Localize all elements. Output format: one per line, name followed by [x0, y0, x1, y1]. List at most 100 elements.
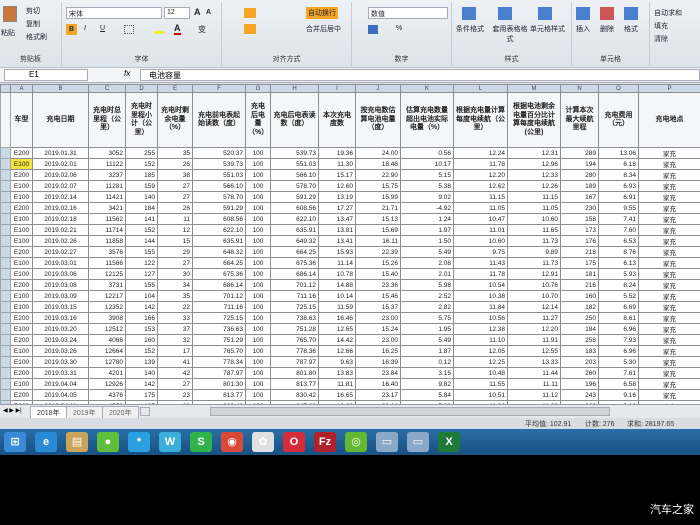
- chrome-icon[interactable]: ◉: [221, 432, 243, 452]
- table-cell[interactable]: 11.15: [507, 191, 561, 203]
- table-cell[interactable]: 100: [245, 323, 271, 335]
- table-cell[interactable]: 12.65: [318, 323, 356, 335]
- header-cell[interactable]: 根据电池剩余电量百分比计算每度电续航(公里): [507, 92, 561, 148]
- table-cell[interactable]: 16.25: [355, 345, 401, 357]
- table-cell[interactable]: 2019.03.06: [32, 268, 89, 280]
- table-cell[interactable]: 10.14: [318, 290, 356, 302]
- table-cell[interactable]: 2019.02.14: [32, 191, 89, 203]
- table-cell[interactable]: E100: [10, 158, 33, 170]
- table-cell[interactable]: 14.42: [318, 334, 356, 346]
- table-cell[interactable]: 13.41: [318, 235, 356, 247]
- cell-style-button[interactable]: 单元格样式: [530, 26, 565, 33]
- table-cell[interactable]: 167: [560, 191, 599, 203]
- table-cell[interactable]: 181: [560, 268, 599, 280]
- table-cell[interactable]: 675.36: [192, 268, 246, 280]
- table-cell[interactable]: E100: [10, 345, 33, 357]
- table-cell[interactable]: 11.91: [507, 334, 561, 346]
- table-cell[interactable]: 6.91: [598, 191, 639, 203]
- table-cell[interactable]: 100: [245, 290, 271, 302]
- table-cell[interactable]: 12.91: [507, 268, 561, 280]
- table-cell[interactable]: 182: [560, 301, 599, 313]
- table-format-button[interactable]: 套用表格格式: [492, 26, 528, 43]
- table-cell[interactable]: E200: [10, 246, 33, 258]
- table-cell[interactable]: 11122: [88, 158, 126, 170]
- table-cell[interactable]: 15.17: [318, 169, 356, 181]
- table-cell[interactable]: 152: [125, 158, 158, 170]
- table-cell[interactable]: 100: [245, 334, 271, 346]
- table-cell[interactable]: 6.93: [598, 180, 639, 192]
- table-cell[interactable]: 5.38: [400, 180, 454, 192]
- table-cell[interactable]: 0.12: [400, 356, 454, 368]
- table-cell[interactable]: E100: [10, 356, 33, 368]
- table-cell[interactable]: 725.15: [192, 312, 246, 324]
- table-cell[interactable]: 家充: [638, 191, 700, 203]
- merge-center-button[interactable]: 合并后居中: [306, 26, 341, 33]
- table-cell[interactable]: E100: [10, 268, 33, 280]
- table-cell[interactable]: 13.81: [318, 224, 356, 236]
- table-cell[interactable]: 539.73: [270, 147, 319, 159]
- table-cell[interactable]: 2019.02.06: [32, 169, 89, 181]
- table-cell[interactable]: 100: [245, 246, 271, 258]
- table-cell[interactable]: 2019.03.15: [32, 301, 89, 313]
- table-cell[interactable]: 166: [125, 312, 158, 324]
- row-number[interactable]: [0, 334, 11, 346]
- table-cell[interactable]: 42: [157, 367, 193, 379]
- header-cell[interactable]: 车型: [10, 92, 33, 148]
- table-cell[interactable]: 551.03: [192, 169, 246, 181]
- table-cell[interactable]: 100: [245, 345, 271, 357]
- table-cell[interactable]: 9.75: [453, 246, 508, 258]
- table-cell[interactable]: 15.26: [355, 257, 401, 269]
- table-cell[interactable]: 23.84: [355, 367, 401, 379]
- align-middle-icon[interactable]: [244, 8, 256, 18]
- table-cell[interactable]: 10.54: [453, 279, 508, 291]
- table-cell[interactable]: 686.14: [192, 279, 246, 291]
- table-cell[interactable]: E200: [10, 312, 33, 324]
- table-cell[interactable]: 566.10: [270, 169, 319, 181]
- table-cell[interactable]: 140: [125, 191, 158, 203]
- table-cell[interactable]: 173: [560, 224, 599, 236]
- table-cell[interactable]: 578.70: [192, 191, 246, 203]
- table-cell[interactable]: 160: [125, 334, 158, 346]
- table-cell[interactable]: 2.52: [400, 290, 454, 302]
- table-cell[interactable]: 5.52: [598, 290, 639, 302]
- table-cell[interactable]: 3908: [88, 312, 126, 324]
- fill-color-icon[interactable]: [154, 25, 164, 34]
- table-cell[interactable]: 家充: [638, 356, 700, 368]
- table-cell[interactable]: 787.97: [270, 356, 319, 368]
- wrap-text-button[interactable]: 自动换行: [306, 7, 338, 19]
- table-cell[interactable]: 12217: [88, 290, 126, 302]
- fill-button[interactable]: 填充: [654, 23, 668, 30]
- table-cell[interactable]: 635.91: [270, 224, 319, 236]
- table-cell[interactable]: 11562: [88, 213, 126, 225]
- row-number[interactable]: [0, 345, 11, 357]
- table-cell[interactable]: 19.36: [318, 147, 356, 159]
- table-cell[interactable]: 139: [125, 356, 158, 368]
- asterisk-app-icon[interactable]: *: [128, 432, 150, 452]
- table-cell[interactable]: 家充: [638, 323, 700, 335]
- table-cell[interactable]: 32: [157, 334, 193, 346]
- table-cell[interactable]: 230: [560, 202, 599, 214]
- table-cell[interactable]: 10.48: [453, 367, 508, 379]
- table-cell[interactable]: 255: [125, 147, 158, 159]
- table-format-icon[interactable]: [498, 7, 512, 20]
- table-cell[interactable]: 778.36: [270, 345, 319, 357]
- table-cell[interactable]: 9.82: [400, 378, 454, 390]
- table-cell[interactable]: 13.83: [318, 367, 356, 379]
- header-cell[interactable]: 充电日期: [32, 92, 89, 148]
- table-cell[interactable]: 6.58: [598, 378, 639, 390]
- table-cell[interactable]: 家充: [638, 147, 700, 159]
- table-cell[interactable]: 2019.03.20: [32, 323, 89, 335]
- table-cell[interactable]: 2019.03.26: [32, 345, 89, 357]
- table-cell[interactable]: 12.20: [507, 323, 561, 335]
- row-number[interactable]: [0, 279, 11, 291]
- table-cell[interactable]: 22.90: [355, 169, 401, 181]
- italic-button[interactable]: I: [84, 25, 86, 32]
- table-cell[interactable]: 2019.03.09: [32, 290, 89, 302]
- column-header[interactable]: N: [560, 84, 599, 93]
- table-cell[interactable]: 6.13: [598, 257, 639, 269]
- table-cell[interactable]: 11714: [88, 224, 126, 236]
- excel-icon[interactable]: X: [438, 432, 460, 452]
- table-cell[interactable]: 35: [157, 290, 193, 302]
- table-cell[interactable]: 12.05: [453, 345, 508, 357]
- table-cell[interactable]: 35: [157, 147, 193, 159]
